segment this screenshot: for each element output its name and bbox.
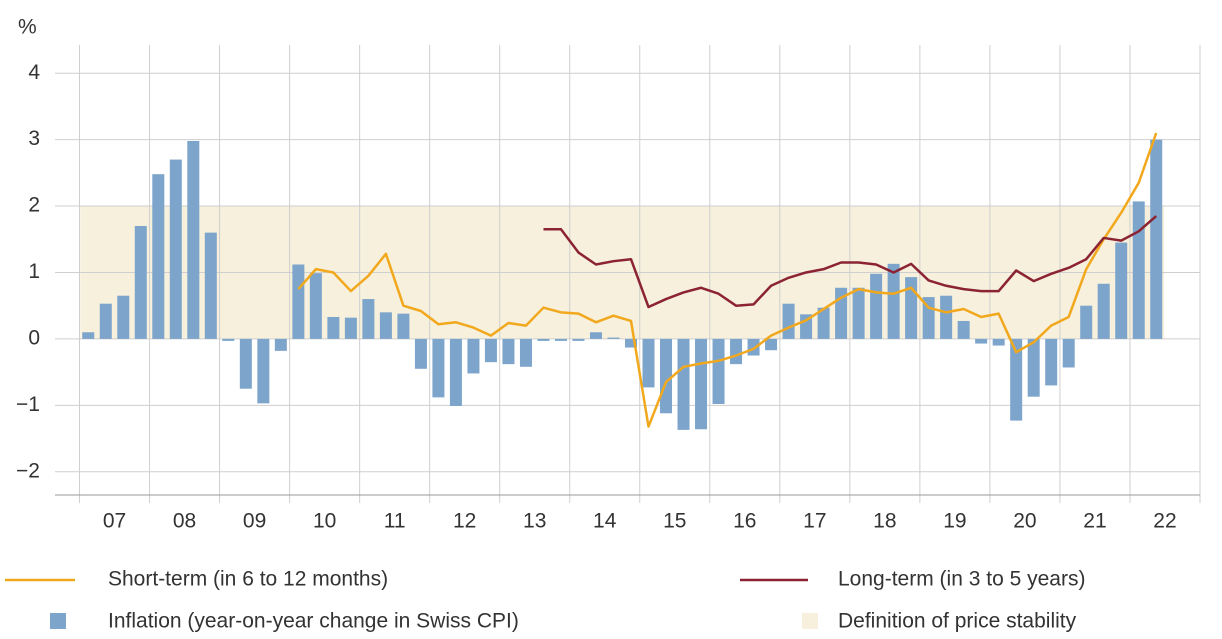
bar <box>117 295 130 339</box>
bar <box>99 303 112 339</box>
bar <box>222 338 235 341</box>
x-tick-label: 12 <box>453 510 476 533</box>
bar <box>152 174 165 339</box>
line <box>543 215 1158 309</box>
bar <box>677 338 690 430</box>
bar <box>870 273 883 339</box>
bar <box>309 273 322 339</box>
x-tick-label: 09 <box>243 510 266 533</box>
bar <box>292 264 305 339</box>
bar <box>187 140 200 339</box>
bar <box>239 338 252 389</box>
y-tick-label: −2 <box>16 459 40 482</box>
x-tick-label: 11 <box>384 510 406 533</box>
legend-swatch <box>802 613 818 629</box>
bar <box>1027 338 1040 397</box>
bar <box>1150 139 1163 339</box>
bar <box>607 337 620 339</box>
bar <box>572 338 585 341</box>
x-tick-label: 08 <box>173 510 196 533</box>
bar <box>992 338 1005 346</box>
bar <box>537 338 550 341</box>
y-tick-label: −1 <box>16 393 40 416</box>
legend-label: Definition of price stability <box>838 610 1077 633</box>
bar <box>782 303 795 339</box>
y-tick-label: 2 <box>28 194 40 217</box>
bar <box>730 338 743 365</box>
y-tick-label: 3 <box>28 127 40 150</box>
x-tick-label: 07 <box>103 510 126 533</box>
bar <box>1062 338 1075 368</box>
bar <box>695 338 708 430</box>
bar <box>414 338 427 369</box>
x-tick-label: 10 <box>313 510 336 533</box>
bar <box>1097 283 1110 339</box>
bar <box>519 338 532 367</box>
bar <box>204 232 217 339</box>
bar <box>484 338 497 363</box>
legend-label: Short-term (in 6 to 12 months) <box>108 568 388 591</box>
bar <box>1045 338 1058 386</box>
x-tick-label: 18 <box>873 510 896 533</box>
bar <box>134 225 147 339</box>
y-unit: % <box>18 16 37 39</box>
x-tick-label: 17 <box>803 510 826 533</box>
legend-label: Inflation (year-on-year change in Swiss … <box>108 610 519 633</box>
bar <box>957 320 970 339</box>
x-tick-label: 20 <box>1013 510 1036 533</box>
y-tick-label: 1 <box>28 260 40 283</box>
bar <box>1132 201 1145 339</box>
bar <box>397 313 410 339</box>
bar <box>467 338 480 374</box>
bar <box>1080 305 1093 339</box>
bar <box>379 312 392 339</box>
x-tick-label: 15 <box>663 510 686 533</box>
bar <box>257 338 270 404</box>
x-tick-label: 13 <box>523 510 546 533</box>
bar <box>432 338 445 398</box>
bar <box>449 338 462 406</box>
bar <box>765 338 778 351</box>
x-tick-label: 19 <box>943 510 966 533</box>
bar <box>887 263 900 339</box>
bar <box>975 338 988 344</box>
bar <box>660 338 673 414</box>
bar <box>82 332 95 339</box>
bar <box>712 338 725 404</box>
bar <box>344 317 357 339</box>
bar <box>589 332 602 339</box>
bar <box>905 277 918 339</box>
bar <box>817 307 830 339</box>
bar <box>625 338 638 348</box>
bar <box>747 338 760 356</box>
x-tick-label: 21 <box>1083 510 1106 533</box>
bar <box>1010 338 1023 421</box>
bar <box>362 299 375 339</box>
bar <box>274 338 287 351</box>
legend-swatch <box>50 613 66 629</box>
bar <box>940 295 953 339</box>
bar <box>327 316 340 339</box>
bar <box>169 159 182 339</box>
y-tick-label: 4 <box>28 61 40 84</box>
legend-label: Long-term (in 3 to 5 years) <box>838 568 1085 591</box>
x-tick-label: 16 <box>733 510 756 533</box>
x-tick-label: 22 <box>1153 510 1176 533</box>
bar <box>554 338 567 341</box>
bar <box>502 338 515 365</box>
bar <box>1115 242 1128 339</box>
x-tick-label: 14 <box>593 510 617 533</box>
y-tick-label: 0 <box>28 326 40 349</box>
bar <box>852 287 865 339</box>
bar <box>642 338 655 388</box>
line <box>297 132 1158 428</box>
